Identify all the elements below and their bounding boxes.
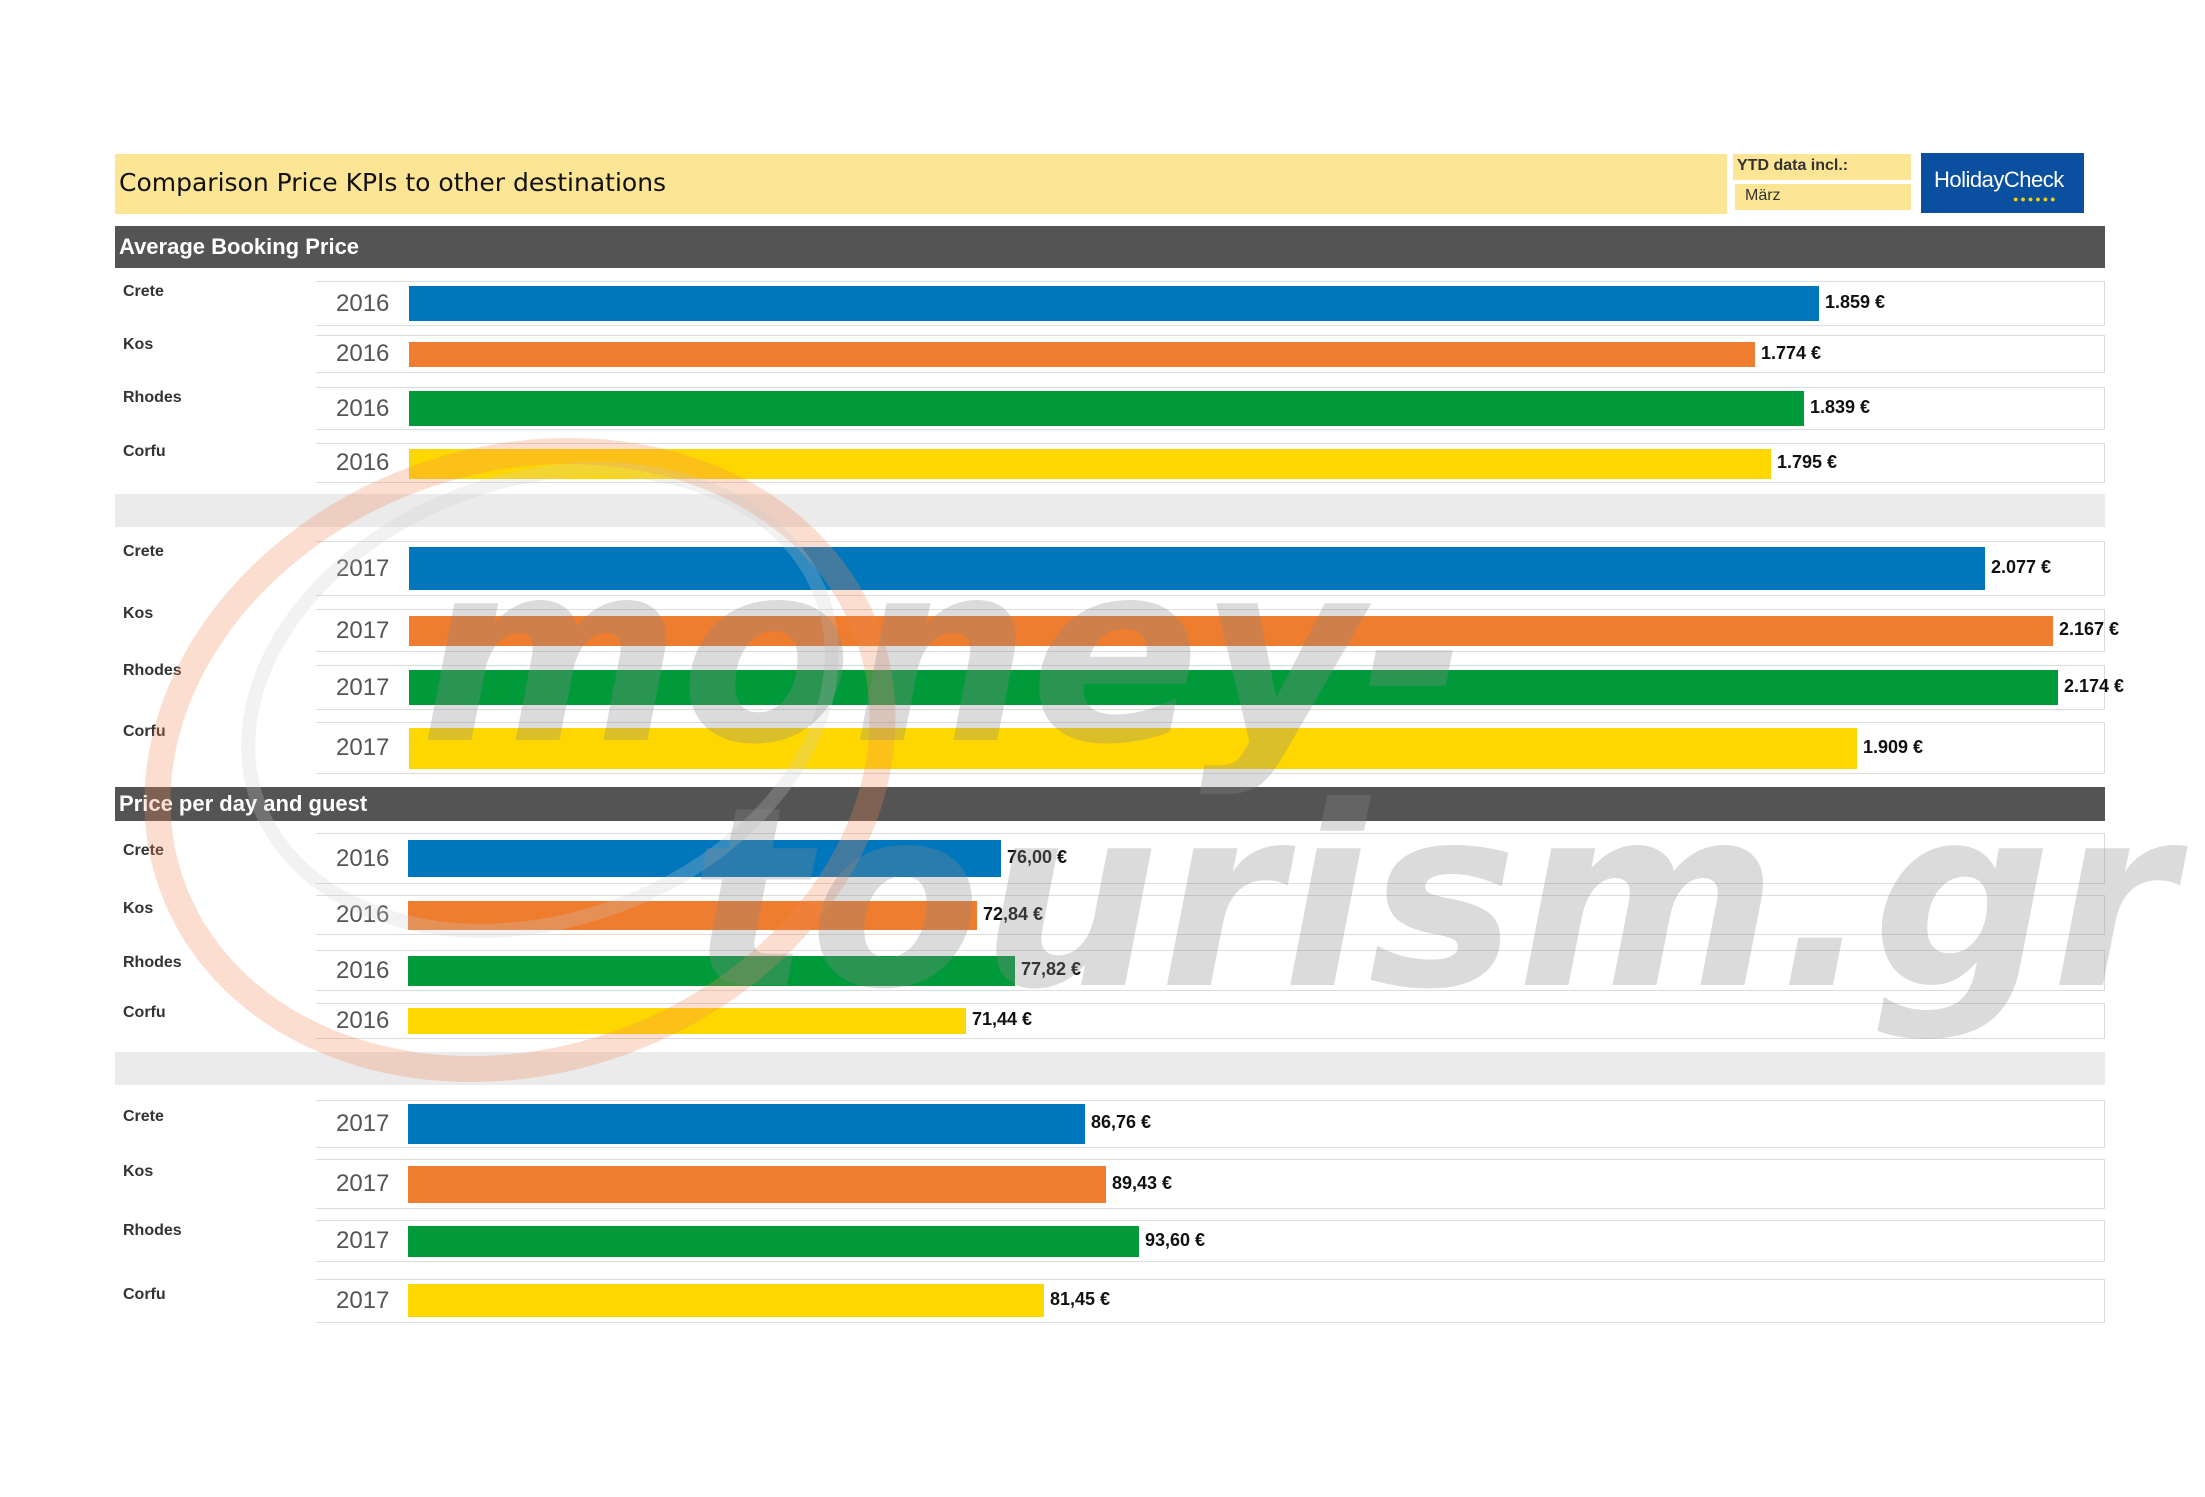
- year-label: 2016: [336, 340, 390, 367]
- row-frame: [316, 541, 2105, 596]
- bar-corfu-2017: [409, 728, 1857, 769]
- data-label: 89,43 €: [1112, 1172, 1173, 1193]
- category-label: Rhodes: [123, 1222, 182, 1239]
- data-label: 1.909 €: [1863, 736, 1924, 757]
- data-label: 1.859 €: [1825, 291, 1886, 312]
- group-separator: [115, 494, 2105, 527]
- title-bar: [115, 154, 1727, 214]
- bar-rhodes-2017: [408, 1226, 1139, 1257]
- data-label: 1.774 €: [1761, 342, 1822, 363]
- row-frame: [316, 443, 2105, 483]
- row-frame: [316, 281, 2105, 326]
- year-label: 2016: [336, 289, 390, 317]
- bar-kos-2017: [408, 1166, 1106, 1203]
- row-frame: [316, 1100, 2105, 1148]
- data-label: 2.077 €: [1991, 556, 2052, 577]
- section-title-average-booking-price: Average Booking Price: [115, 226, 2105, 268]
- row-frame: [316, 1159, 2105, 1209]
- year-label: 2017: [336, 734, 390, 761]
- data-label: 72,84 €: [983, 903, 1044, 924]
- category-label: Corfu: [123, 443, 166, 460]
- row-frame: [316, 1279, 2105, 1323]
- bar-crete-2017: [408, 1104, 1085, 1144]
- row-frame: [316, 335, 2105, 373]
- category-label: Kos: [123, 900, 154, 917]
- ytd-month: März: [1735, 184, 1911, 210]
- bar-kos-2016: [409, 342, 1755, 367]
- year-label: 2016: [336, 394, 390, 422]
- logo-text: HolidayCheck: [1934, 167, 2064, 192]
- data-label: 93,60 €: [1145, 1229, 1206, 1250]
- year-label: 2017: [336, 673, 390, 701]
- row-frame: [316, 665, 2105, 710]
- ytd-label: YTD data incl.:: [1733, 154, 1911, 180]
- logo-rating-dots: ●●●●●●: [2013, 194, 2058, 204]
- holidaycheck-logo: HolidayCheck ●●●●●●: [1921, 153, 2084, 213]
- row-frame: [316, 387, 2105, 430]
- year-label: 2016: [336, 449, 390, 476]
- year-label: 2017: [336, 1170, 390, 1197]
- category-label: Kos: [123, 605, 154, 622]
- category-label: Kos: [123, 1163, 154, 1180]
- data-label: 2.167 €: [2059, 619, 2120, 639]
- data-label: 2.174 €: [2064, 675, 2125, 696]
- year-label: 2016: [336, 844, 390, 872]
- year-label: 2016: [336, 1007, 390, 1034]
- bar-rhodes-2016: [409, 391, 1804, 426]
- bar-kos-2016: [408, 901, 977, 930]
- data-label: 1.795 €: [1777, 452, 1838, 472]
- row-frame: [316, 1003, 2105, 1039]
- year-label: 2017: [336, 554, 390, 582]
- category-label: Crete: [123, 543, 164, 560]
- bar-corfu-2016: [408, 1008, 966, 1034]
- year-label: 2017: [336, 1287, 390, 1314]
- group-separator: [115, 1052, 2105, 1085]
- row-frame: [316, 895, 2105, 935]
- bar-crete-2017: [409, 547, 1985, 590]
- bar-crete-2016: [408, 840, 1001, 877]
- year-label: 2016: [336, 956, 390, 984]
- category-label: Crete: [123, 283, 164, 300]
- category-label: Rhodes: [123, 662, 182, 679]
- data-label: 76,00 €: [1007, 846, 1068, 867]
- data-label: 86,76 €: [1091, 1112, 1152, 1132]
- category-label: Rhodes: [123, 389, 182, 406]
- category-label: Corfu: [123, 723, 166, 740]
- category-label: Corfu: [123, 1286, 166, 1303]
- category-label: Corfu: [123, 1004, 166, 1021]
- row-frame: [316, 950, 2105, 991]
- page-title: Comparison Price KPIs to other destinati…: [119, 168, 667, 197]
- data-label: 1.839 €: [1810, 396, 1871, 417]
- bar-kos-2017: [409, 616, 2053, 646]
- category-label: Crete: [123, 842, 164, 859]
- bar-rhodes-2016: [408, 956, 1015, 986]
- bar-corfu-2016: [409, 449, 1771, 479]
- row-frame: [316, 722, 2105, 774]
- category-label: Rhodes: [123, 954, 182, 971]
- year-label: 2017: [336, 616, 390, 644]
- data-label: 81,45 €: [1050, 1288, 1111, 1309]
- data-label: 71,44 €: [972, 1009, 1033, 1029]
- category-label: Kos: [123, 336, 154, 353]
- bar-rhodes-2017: [409, 670, 2058, 705]
- bar-corfu-2017: [408, 1284, 1044, 1317]
- row-frame: [316, 833, 2105, 884]
- category-label: Crete: [123, 1108, 164, 1125]
- year-label: 2016: [336, 901, 390, 928]
- bar-crete-2016: [409, 286, 1819, 321]
- data-label: 77,82 €: [1021, 959, 1082, 979]
- section-title-price-per-day: Price per day and guest: [115, 787, 2105, 821]
- year-label: 2017: [336, 1227, 390, 1254]
- year-label: 2017: [336, 1110, 390, 1137]
- row-frame: [316, 609, 2105, 652]
- row-frame: [316, 1220, 2105, 1262]
